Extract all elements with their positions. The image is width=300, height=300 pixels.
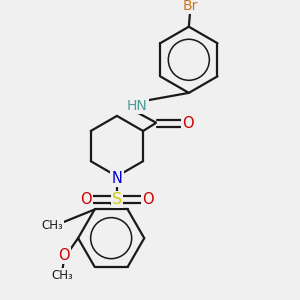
Text: S: S xyxy=(112,192,122,207)
Text: CH₃: CH₃ xyxy=(51,269,73,282)
Text: O: O xyxy=(80,192,92,207)
Text: N: N xyxy=(112,171,122,186)
Text: O: O xyxy=(58,248,70,263)
Text: CH₃: CH₃ xyxy=(41,219,63,232)
Text: HN: HN xyxy=(127,99,147,113)
Text: O: O xyxy=(182,116,194,130)
Text: O: O xyxy=(142,192,154,207)
Text: Br: Br xyxy=(183,0,198,13)
